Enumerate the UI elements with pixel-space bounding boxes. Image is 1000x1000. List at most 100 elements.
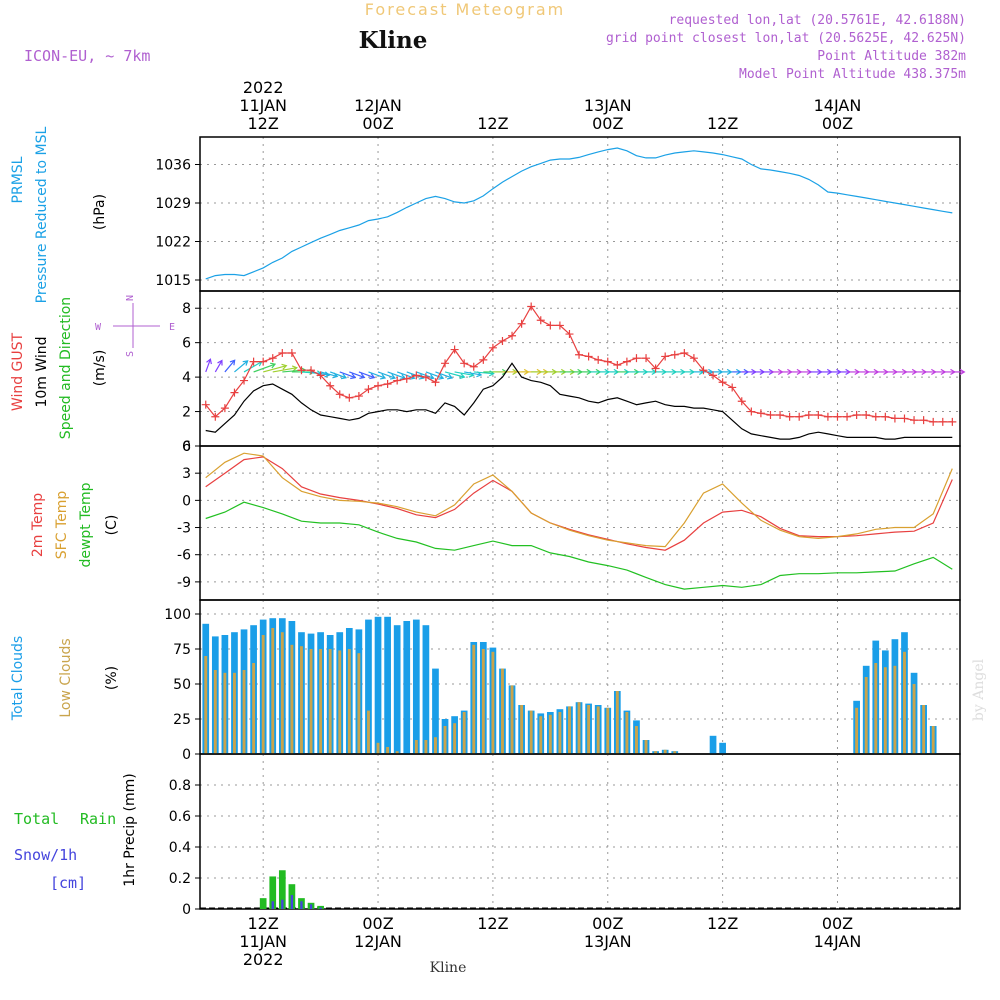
low-cloud-bar [233,672,236,754]
gust-point [833,412,842,421]
wind-arrow-head [217,359,223,366]
gust-point [632,354,641,363]
gust-point [201,400,210,409]
y-tick-label: -9 [177,575,191,591]
gust-point [938,417,947,426]
snow-bar [319,907,322,909]
y-tick-label: 50 [173,677,191,693]
wind-arrow-shaft [473,371,494,375]
speed-dir-label: Speed and Direction [58,297,74,439]
percent-unit-label: (%) [104,666,120,690]
low-cloud-bar [347,649,351,754]
low-cloud-bar [625,712,629,754]
gust-point [948,417,957,426]
wind-arrow-head [281,363,288,370]
bottom-time-label: 00Z [592,914,623,933]
sfc-temp-label: SFC Temp [54,491,70,560]
y-tick-label: 0.6 [169,809,191,825]
wind-arrow [234,360,249,373]
total-cloud-bar [422,625,430,754]
low-cloud-bar [922,705,926,754]
panels: 101510221029103602468-9-6-30360255075100… [155,136,966,918]
compass-north: N [125,295,136,301]
gust-point [565,330,574,339]
wind-arrow-shaft [272,367,297,373]
bottom-time-label: 00Z [362,914,393,933]
wind-arrow-shaft [253,363,276,373]
gust-point [594,355,603,364]
top-time-label: 13JAN [584,96,632,115]
gust-point [699,366,708,375]
y-tick-label: 3 [182,466,191,482]
top-time-label: 12JAN [354,96,402,115]
y-tick-label: -3 [177,521,191,537]
wind-arrow [263,363,288,373]
wind-arrow [253,362,277,373]
gust-point [814,411,823,419]
panel-frame [199,136,961,292]
gust-point [613,361,622,370]
top-time-label: 2022 [243,78,284,97]
total-label: Total [14,810,59,828]
y-tick-label: 8 [182,301,191,317]
wind-arrow-shaft [329,371,347,379]
total-cloud-bar [374,616,382,754]
gust-point [517,319,526,328]
gust-point [622,357,631,366]
low-cloud-bar [453,723,457,754]
total-cloud-bar [365,619,372,754]
gust-point [450,345,459,354]
gust-point [316,371,325,380]
wind-arrow-head [389,373,397,380]
bottom-time-label: 13JAN [584,932,632,951]
gust-point [642,354,651,363]
requested-coords: requested lon,lat (20.5761E, 42.6188N) [669,13,966,28]
gust-point [374,381,383,390]
wind-arrow-head [359,373,366,379]
total-cloud-bar [432,668,439,754]
gust-point [249,357,258,366]
wind-arrow [349,371,366,379]
location-title: Kline [359,27,428,54]
low-cloud-bar [357,653,361,754]
low-cloud-bar [414,740,418,754]
wind-arrow-head [229,359,236,366]
hpa-unit-label: (hPa) [92,194,108,230]
wind-arrow [205,358,212,373]
top-time-label: 00Z [362,114,393,133]
low-cloud-bar [912,684,916,754]
dewpt-line [205,501,953,590]
prmsl-desc-label: Pressure Reduced to MSL [34,126,50,303]
gust-point [469,362,478,371]
temp2m-line [205,456,953,551]
ms-unit-label: (m/s) [92,350,108,387]
low-cloud-bar [462,712,466,754]
low-cloud-bar [481,649,485,754]
rain-bar [269,876,277,909]
low-cloud-bar [596,706,600,754]
gust-point [900,414,909,423]
low-cloud-bar [548,714,552,754]
wind-arrow [952,368,966,376]
gust-point [709,371,718,380]
low-cloud-bar [510,685,514,754]
gust-point [508,331,517,340]
panel-clouds: 0 25 50 75 100 [164,599,961,763]
low-cloud-bar [874,663,878,754]
gust-point [431,378,440,387]
y-tick-label: 0.2 [169,871,191,887]
gust-point [823,412,832,421]
gust-point [297,366,306,375]
rain-bar [259,898,267,909]
low-cloud-bar [539,716,543,754]
wind-arrow-head [459,373,466,380]
low-cloud-bar [635,726,638,754]
panel-frame [199,445,961,601]
low-cloud-bar [386,747,390,754]
grid-coords: grid point closest lon,lat (20.5625E, 42… [606,31,966,46]
gust-point [354,392,363,401]
watermark: by Angel [971,658,987,721]
gust-point [766,411,775,419]
model-altitude: Model Point Altitude 438.375m [739,67,966,82]
